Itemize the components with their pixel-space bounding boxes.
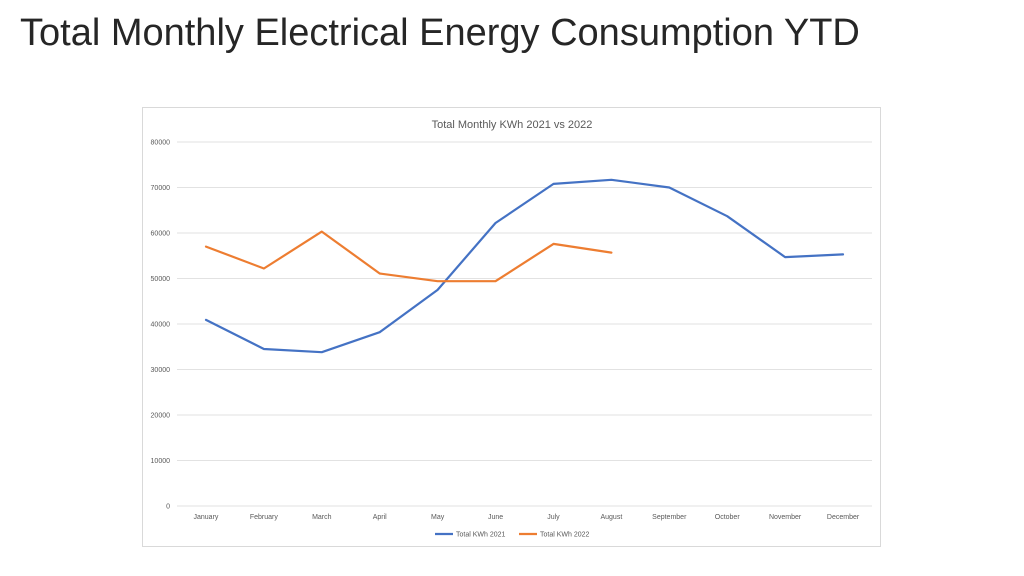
series-lines bbox=[204, 178, 845, 354]
x-tick-label: March bbox=[312, 514, 332, 521]
y-tick-label: 0 bbox=[166, 504, 170, 511]
line-chart: Total Monthly KWh 2021 vs 2022 0 10000 200… bbox=[151, 119, 872, 539]
y-axis-ticks: 0 10000 20000 30000 40000 50000 60000 70000 8000… bbox=[151, 140, 171, 511]
y-tick-label: 60000 bbox=[151, 231, 171, 238]
x-tick-label: September bbox=[652, 514, 687, 521]
x-tick-label: May bbox=[431, 514, 445, 521]
chart-title: Total Monthly KWh 2021 vs 2022 bbox=[432, 119, 593, 131]
x-tick-label: June bbox=[488, 514, 503, 521]
y-tick-label: 70000 bbox=[151, 185, 171, 192]
series-line-2021 bbox=[204, 178, 845, 354]
y-tick-label: 10000 bbox=[151, 458, 171, 465]
x-tick-label: February bbox=[250, 514, 279, 521]
legend-label: Total KWh 2022 bbox=[540, 532, 590, 539]
y-tick-label: 30000 bbox=[151, 367, 171, 374]
x-tick-label: October bbox=[715, 514, 741, 521]
x-tick-label: November bbox=[769, 514, 802, 521]
y-tick-label: 20000 bbox=[151, 413, 171, 420]
x-tick-label: December bbox=[827, 514, 860, 521]
legend: Total KWh 2021 Total KWh 2022 bbox=[435, 532, 590, 539]
x-tick-label: July bbox=[547, 514, 560, 521]
series-line-2022 bbox=[204, 230, 613, 283]
y-tick-label: 40000 bbox=[151, 322, 171, 329]
x-axis-ticks: January February March April May June July Augu… bbox=[194, 514, 860, 521]
legend-label: Total KWh 2021 bbox=[456, 532, 506, 539]
slide-title: Total Monthly Electrical Energy Consumpt… bbox=[20, 12, 860, 54]
x-tick-label: January bbox=[194, 514, 219, 521]
x-tick-label: April bbox=[373, 514, 387, 521]
gridlines bbox=[177, 141, 872, 507]
y-tick-label: 80000 bbox=[151, 140, 171, 147]
y-tick-label: 50000 bbox=[151, 276, 171, 283]
x-tick-label: August bbox=[600, 514, 622, 521]
chart-area: Total Monthly KWh 2021 vs 2022 0 10000 200… bbox=[142, 107, 881, 547]
